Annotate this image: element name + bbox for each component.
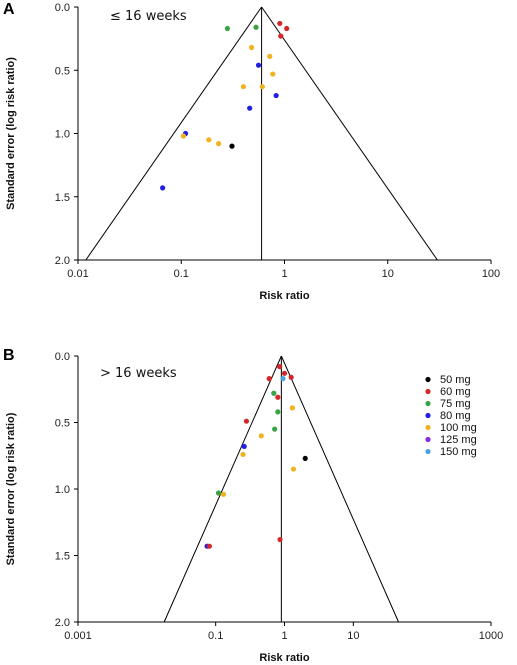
panel-b-data-point [288, 374, 294, 380]
legend-marker [425, 388, 431, 395]
panel-b-data-point [206, 543, 212, 549]
panel-a-data-point [284, 25, 290, 32]
legend-label: 100 mg [440, 422, 477, 434]
panel-b-data-point [272, 426, 278, 432]
panel-a-x-tick-label: 100 [482, 268, 500, 280]
panel-a-data-point [229, 143, 235, 149]
panel-b-funnel-right-limit [280, 355, 399, 623]
panel-b-y-tick-label: 0.0 [55, 351, 70, 363]
legend-marker [425, 448, 431, 455]
panel-a-y-tick-label: 2.0 [55, 255, 70, 267]
panel-b-data-point [289, 405, 295, 411]
panel-a-data-point [224, 25, 231, 32]
panel-b-funnel-left-limit [163, 355, 282, 623]
panel-b-y-tick-label: 1.0 [55, 484, 70, 496]
panel-b-x-axis-title: Risk ratio [259, 652, 309, 664]
panel-a-data-point [273, 92, 279, 99]
panel-a-y-tick-label: 0.5 [55, 65, 70, 77]
panel-a-data-point [270, 71, 276, 77]
panel-a-y-axis-title: Standard error (log risk ratio) [5, 57, 17, 210]
panel-a-x-tick-label: 1 [281, 268, 287, 280]
panel-a-data-point [277, 20, 283, 27]
legend-marker [425, 436, 431, 443]
panel-b-data-point [277, 536, 283, 543]
panel-a-x-tick-label: 0.1 [174, 268, 189, 280]
panel-a-data-point [180, 133, 187, 139]
panel-b-data-point [215, 490, 222, 496]
panel-b-data-point [240, 451, 246, 458]
panel-a-data-point [267, 53, 273, 59]
panel-a-x-tick-label: 10 [382, 268, 394, 280]
panel-a-funnel-left-limit [85, 6, 263, 261]
panel-a-y-tick-label: 1.0 [55, 129, 70, 141]
panel-b-data-point [243, 418, 250, 424]
legend-marker [425, 412, 431, 419]
panel-b-x-tick-label: 1000 [479, 630, 503, 642]
legend-label: 150 mg [440, 446, 477, 458]
panel-b-data-point [277, 364, 283, 370]
panel-a-funnel-right-limit [261, 6, 438, 261]
panel-b-data-point [275, 409, 281, 415]
panel-a-data-point [206, 137, 212, 143]
panel-a-data-point [247, 105, 253, 111]
panel-a-data-point [160, 185, 166, 191]
legend-label: 60 mg [440, 386, 471, 398]
panel-a-data-point [278, 33, 284, 39]
panel-b-data-point [302, 455, 308, 462]
legend-label: 75 mg [440, 398, 471, 410]
panel-b-y-tick-label: 2.0 [55, 617, 70, 629]
panel-a-x-axis-title: Risk ratio [259, 290, 309, 302]
panel-b-x-tick-label: 1 [281, 630, 287, 642]
legend-marker [425, 376, 431, 383]
panel-b-data-point [281, 370, 288, 376]
panel-b-data-point [241, 443, 247, 450]
legend-marker [425, 424, 431, 431]
panel-b-data-point [271, 390, 277, 396]
legend-label: 80 mg [440, 410, 471, 422]
panel-b-data-point [280, 376, 286, 382]
panel-b-data-point [290, 466, 297, 472]
panel-a-y-tick-label: 1.5 [55, 192, 70, 204]
panel-a-data-point [248, 44, 255, 51]
legend-label: 50 mg [440, 374, 471, 386]
panel-a-data-point [215, 141, 222, 147]
panel-a-subgroup-label: ≤ 16 weeks [110, 9, 187, 24]
panel-b-data-point [275, 394, 281, 400]
panel-a-y-tick-label: 0.0 [55, 2, 70, 14]
panel-a-data-point [240, 84, 247, 90]
panel-a-data-point [259, 84, 265, 90]
panel-b-letter: B [3, 347, 15, 364]
panel-b-subgroup-label: > 16 weeks [100, 366, 177, 381]
panel-b-x-tick-label: 0.001 [64, 630, 92, 642]
panel-b-y-axis-title: Standard error (log risk ratio) [5, 412, 17, 565]
legend-label: 125 mg [440, 434, 477, 446]
panel-b-x-tick-label: 0.1 [208, 630, 223, 642]
panel-b-y-tick-label: 0.5 [55, 418, 70, 430]
panel-b-y-tick-label: 1.5 [55, 551, 70, 563]
panel-a-data-point [255, 62, 262, 68]
panel-b-x-tick-label: 10 [347, 630, 359, 642]
panel-a-data-point [253, 24, 259, 30]
panel-b-data-point [220, 491, 227, 497]
panel-a-x-tick-label: 0.01 [67, 268, 88, 280]
panel-b-data-point [258, 433, 264, 439]
panel-b-data-point [266, 376, 272, 382]
panel-a-letter: A [3, 1, 15, 18]
legend-marker [425, 400, 431, 407]
